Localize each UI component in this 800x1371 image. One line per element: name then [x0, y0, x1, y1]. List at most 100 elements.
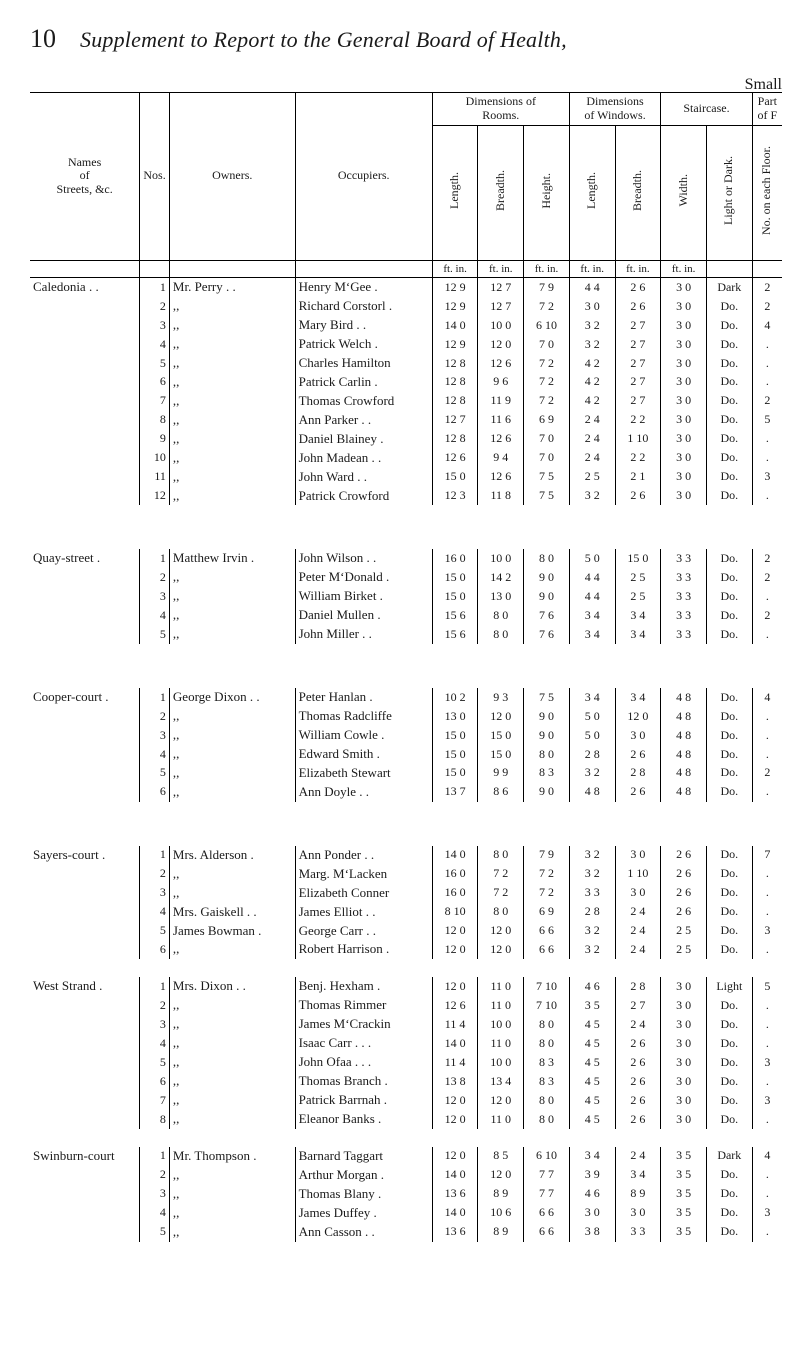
cell: 12 0 — [432, 1147, 478, 1166]
cell: 2 8 — [615, 764, 661, 783]
cell: Do. — [706, 1091, 752, 1110]
cell: 3 0 — [661, 996, 707, 1015]
cell: 2 5 — [615, 587, 661, 606]
cell: 16 0 — [432, 884, 478, 903]
group-rooms-label: Dimensions of Rooms. — [466, 95, 536, 123]
cell: ,, — [169, 764, 295, 783]
cell: 3 5 — [569, 996, 615, 1015]
cell: . — [752, 354, 782, 373]
table-row: 3,,Thomas Blany .13 68 97 74 68 93 5Do.. — [30, 1185, 782, 1204]
cell — [30, 568, 140, 587]
cell — [30, 922, 140, 941]
cell: 13 8 — [432, 1072, 478, 1091]
cell: 8 3 — [524, 1053, 570, 1072]
cell: 7 2 — [524, 884, 570, 903]
cell: Do. — [706, 1204, 752, 1223]
cell: 2 7 — [615, 996, 661, 1015]
cell: ,, — [169, 487, 295, 506]
cell — [30, 606, 140, 625]
cell: ,, — [169, 606, 295, 625]
cell: 12 0 — [478, 335, 524, 354]
cell: Patrick Crowford — [295, 487, 432, 506]
col-floor-label: No. on each Floor. — [760, 146, 774, 235]
cell: Mr. Thompson . — [169, 1147, 295, 1166]
cell: 12 3 — [432, 487, 478, 506]
cell: ,, — [169, 373, 295, 392]
cell: 3 0 — [661, 335, 707, 354]
cell: Do. — [706, 922, 752, 941]
cell: George Carr . . — [295, 922, 432, 941]
cell: 15 0 — [432, 587, 478, 606]
cell: ,, — [169, 1110, 295, 1129]
cell: 2 — [752, 606, 782, 625]
table-row: 2,,Marg. M‘Lacken16 07 27 23 21 102 6Do.… — [30, 865, 782, 884]
cell: Mrs. Alderson . — [169, 846, 295, 865]
cell: Edward Smith . — [295, 745, 432, 764]
cell: 12 7 — [478, 297, 524, 316]
cell: 2 1 — [615, 468, 661, 487]
cell — [30, 335, 140, 354]
table-row: West Strand .1Mrs. Dixon . .Benj. Hexham… — [30, 977, 782, 996]
cell: Cooper-court . — [30, 688, 140, 707]
cell — [30, 411, 140, 430]
cell: Do. — [706, 1072, 752, 1091]
cell: ,, — [169, 568, 295, 587]
cell: Patrick Carlin . — [295, 373, 432, 392]
cell: Do. — [706, 745, 752, 764]
cell: 2 — [140, 297, 170, 316]
cell: Do. — [706, 726, 752, 745]
cell: Do. — [706, 625, 752, 644]
cell: Light — [706, 977, 752, 996]
table-row: 7,,Thomas Crowford12 811 97 24 22 73 0Do… — [30, 392, 782, 411]
cell: 11 0 — [478, 1110, 524, 1129]
cell: 3 — [140, 587, 170, 606]
cell: 6 6 — [524, 922, 570, 941]
cell: 8 3 — [524, 764, 570, 783]
cell: . — [752, 625, 782, 644]
cell: Do. — [706, 316, 752, 335]
cell: . — [752, 865, 782, 884]
cell: 10 0 — [478, 549, 524, 568]
cell: William Birket . — [295, 587, 432, 606]
cell: 8 10 — [432, 903, 478, 922]
cell: . — [752, 707, 782, 726]
cell: 3 0 — [661, 373, 707, 392]
cell: 12 0 — [478, 940, 524, 959]
cell: . — [752, 587, 782, 606]
cell: 14 0 — [432, 1204, 478, 1223]
cell: Dark — [706, 1147, 752, 1166]
cell: 7 0 — [524, 430, 570, 449]
cell: Do. — [706, 846, 752, 865]
col-street-label: Names of Streets, &c. — [56, 156, 112, 197]
cell: 5 — [140, 625, 170, 644]
col-light-label: Light or Dark. — [722, 156, 736, 225]
cell: 5 0 — [569, 726, 615, 745]
cell: ,, — [169, 449, 295, 468]
table-row: 2,,Thomas Radcliffe13 012 09 05 012 04 8… — [30, 707, 782, 726]
cell: 3 4 — [615, 1166, 661, 1185]
page-root: 10 Supplement to Report to the General B… — [0, 0, 800, 1282]
cell: 4 6 — [569, 977, 615, 996]
cell: 3 2 — [569, 316, 615, 335]
cell — [30, 1091, 140, 1110]
cell: 2 8 — [569, 903, 615, 922]
cell: Arthur Morgan . — [295, 1166, 432, 1185]
cell: 3 — [140, 726, 170, 745]
cell: Charles Hamilton — [295, 354, 432, 373]
cell: 15 0 — [432, 468, 478, 487]
cell: 3 3 — [569, 884, 615, 903]
table-row: 4,,Edward Smith .15 015 08 02 82 64 8Do.… — [30, 745, 782, 764]
cell: Do. — [706, 487, 752, 506]
cell: . — [752, 487, 782, 506]
cell: 3 9 — [569, 1166, 615, 1185]
col-occ: Occupiers. — [295, 93, 432, 261]
cell: ,, — [169, 411, 295, 430]
cell: 7 5 — [524, 487, 570, 506]
cell: 3 0 — [615, 1204, 661, 1223]
cell: 3 0 — [661, 977, 707, 996]
cell: 2 6 — [661, 884, 707, 903]
cell: 10 — [140, 449, 170, 468]
table-row: 2,,Arthur Morgan .14 012 07 73 93 43 5Do… — [30, 1166, 782, 1185]
cell: 7 7 — [524, 1185, 570, 1204]
table-row: 2,,Thomas Rimmer12 611 07 103 52 73 0Do.… — [30, 996, 782, 1015]
